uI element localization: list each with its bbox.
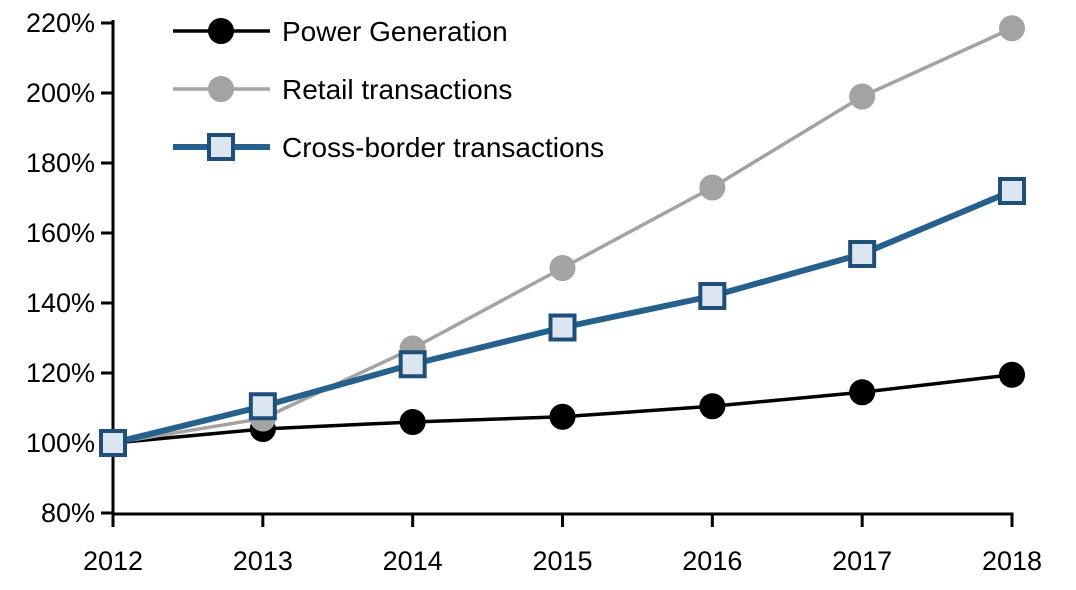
y-tick-label: 140% — [26, 288, 95, 318]
legend-square-marker-icon — [207, 133, 235, 161]
legend: Power Generation Retail transactions Cross… — [173, 16, 604, 163]
legend-label: Power Generation — [282, 16, 508, 47]
axes: 80% 100% 120% 140% 160% 180% 200% 220% 2012 2013 2… — [26, 8, 1042, 576]
data-point-retail-transactions — [699, 174, 726, 201]
data-point-cross-border-transactions — [848, 240, 877, 268]
series-power-generation — [100, 361, 1025, 456]
legend-label: Cross-border transactions — [282, 132, 604, 163]
x-tick-label: 2013 — [233, 546, 293, 576]
legend-item-cross-border-transactions: Cross-border transactions — [173, 132, 604, 163]
y-tick-label: 160% — [26, 218, 95, 248]
legend-circle-marker-icon — [208, 18, 234, 44]
data-point-cross-border-transactions — [998, 177, 1026, 205]
data-point-power-generation — [399, 409, 426, 435]
data-point-power-generation — [849, 379, 876, 406]
legend-item-retail-transactions: Retail transactions — [173, 74, 512, 105]
x-tick-label: 2018 — [982, 546, 1042, 576]
data-point-cross-border-transactions — [548, 313, 577, 342]
series-cross-border-transactions — [99, 177, 1026, 457]
legend-item-power-generation: Power Generation — [173, 16, 508, 47]
x-tick-label: 2014 — [383, 546, 443, 576]
y-tick-label: 180% — [26, 148, 95, 178]
y-tick-label: 80% — [41, 498, 95, 528]
legend-circle-marker-icon — [208, 76, 234, 102]
x-tick-label: 2015 — [532, 546, 592, 576]
data-point-retail-transactions — [549, 255, 576, 281]
x-tick-label: 2012 — [83, 546, 143, 576]
data-point-power-generation — [999, 361, 1025, 388]
data-point-cross-border-transactions — [698, 282, 727, 310]
y-tick-label: 100% — [26, 428, 95, 458]
x-tick-label: 2016 — [682, 546, 742, 576]
data-point-cross-border-transactions — [99, 429, 127, 457]
legend-label: Retail transactions — [282, 74, 512, 105]
data-point-cross-border-transactions — [398, 350, 427, 379]
y-tick-label: 120% — [26, 358, 95, 388]
data-point-cross-border-transactions — [248, 392, 277, 421]
x-tick-label: 2017 — [832, 546, 892, 576]
data-point-power-generation — [699, 393, 726, 420]
data-point-retail-transactions — [849, 83, 876, 110]
data-point-power-generation — [549, 403, 576, 430]
data-point-retail-transactions — [999, 15, 1025, 42]
y-tick-label: 200% — [26, 78, 95, 108]
y-tick-label: 220% — [26, 8, 95, 38]
